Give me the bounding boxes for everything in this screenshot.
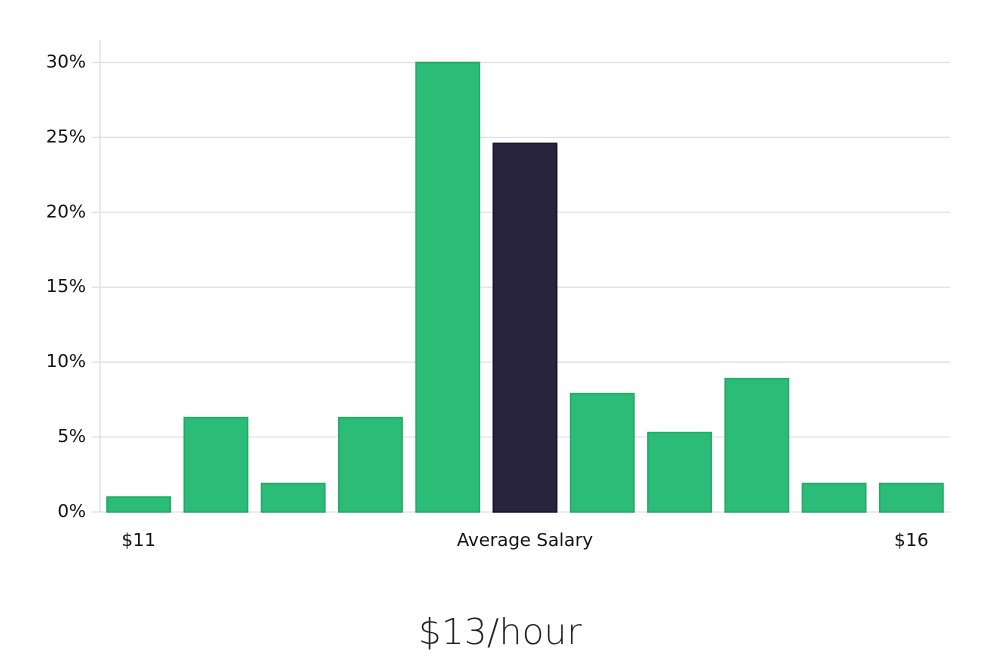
bar xyxy=(338,416,403,513)
y-tick-label: 10% xyxy=(46,351,86,372)
bar xyxy=(183,416,249,513)
bar xyxy=(106,496,172,513)
x-tick-label: $16 xyxy=(894,530,928,551)
chart-subtitle: $13/hour xyxy=(418,612,582,653)
bar xyxy=(415,61,481,513)
y-tick-label: 15% xyxy=(46,276,86,297)
bar xyxy=(569,392,635,513)
x-tick-label: $11 xyxy=(121,530,155,551)
x-tick-label: Average Salary xyxy=(457,530,594,551)
bar xyxy=(801,482,867,513)
y-tick-label: 25% xyxy=(46,126,86,147)
bar xyxy=(647,431,712,513)
bar xyxy=(724,377,790,513)
bar xyxy=(492,142,558,513)
bar xyxy=(878,482,944,513)
y-tick-label: 20% xyxy=(46,201,86,222)
y-tick-label: 0% xyxy=(57,501,86,522)
y-tick-label: 5% xyxy=(57,426,86,447)
y-tick-label: 30% xyxy=(46,51,86,72)
bar xyxy=(260,482,326,513)
